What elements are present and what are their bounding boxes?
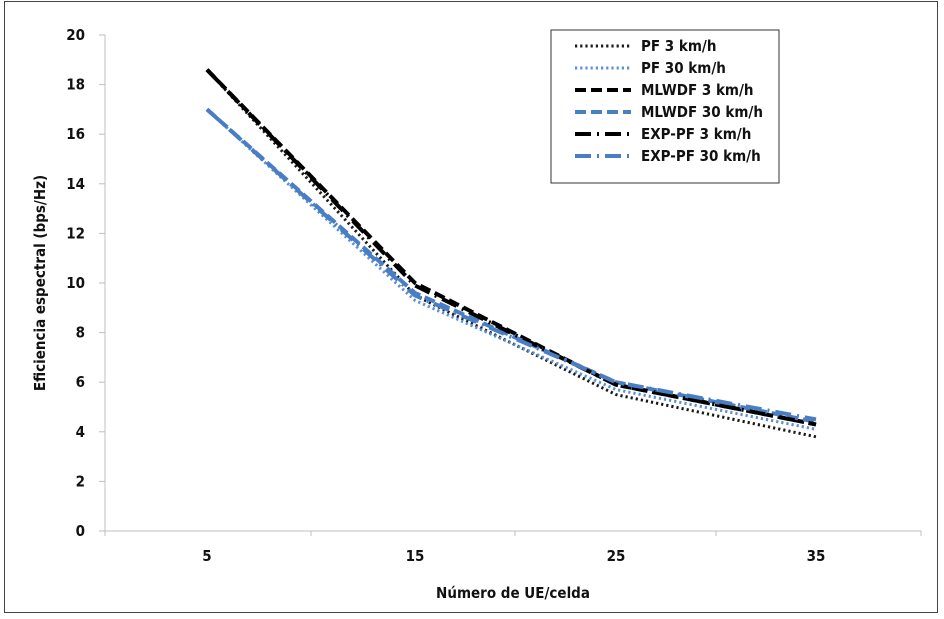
legend-label: EXP-PF 3 km/h	[641, 125, 751, 143]
y-tick-label: 16	[66, 125, 85, 143]
axes	[105, 35, 921, 531]
y-tick-label: 8	[76, 324, 85, 342]
chart-frame: 0 2 4 6 8 10 12 14 16 18 20 5 15 25 35 Número de UE/ce…	[4, 1, 938, 613]
y-axis-title: Eficiencia espectral (bps/Hz)	[31, 175, 49, 391]
legend-label: MLWDF 3 km/h	[641, 81, 754, 99]
y-tick-label: 14	[66, 175, 85, 193]
legend-label: MLWDF 30 km/h	[641, 103, 763, 121]
legend-label: PF 30 km/h	[641, 59, 726, 77]
x-tick-label: 25	[607, 547, 626, 565]
x-tick-label: 35	[807, 547, 826, 565]
legend-label: EXP-PF 30 km/h	[641, 147, 761, 165]
y-tick-label: 18	[66, 76, 85, 94]
y-tick-label: 10	[66, 274, 85, 292]
legend: PF 3 km/h PF 30 km/h MLWDF 3 km/h MLWDF 30 …	[551, 30, 779, 183]
ticks: 0 2 4 6 8 10 12 14 16 18 20 5 15 25 35	[66, 26, 921, 565]
x-axis-title: Número de UE/celda	[436, 584, 590, 602]
x-tick-label: 5	[202, 547, 211, 565]
y-tick-label: 4	[76, 423, 85, 441]
y-tick-label: 0	[76, 522, 85, 540]
line-chart: 0 2 4 6 8 10 12 14 16 18 20 5 15 25 35 Número de UE/ce…	[5, 2, 939, 614]
y-tick-label: 6	[76, 373, 85, 391]
legend-label: PF 3 km/h	[641, 37, 716, 55]
x-tick-label: 15	[406, 547, 425, 565]
y-tick-label: 2	[76, 472, 85, 490]
y-tick-label: 12	[66, 224, 85, 242]
y-tick-label: 20	[66, 26, 85, 44]
